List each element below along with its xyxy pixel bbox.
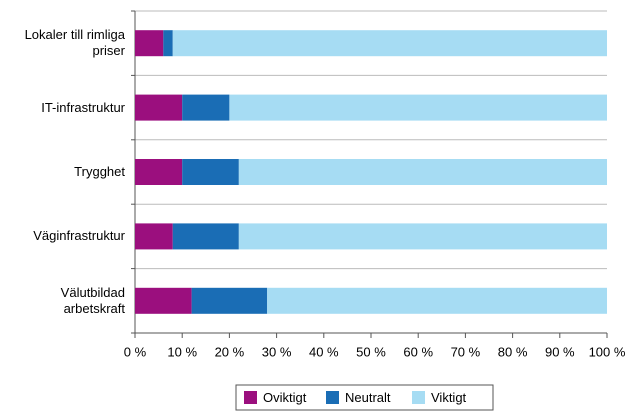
bar-segment (135, 30, 164, 57)
legend-box (235, 384, 494, 411)
bar-segment (135, 223, 173, 250)
x-tick-label: 90 % (545, 344, 575, 359)
bar-segment (163, 30, 173, 57)
bar-segment (172, 30, 607, 57)
y-tick-label: Väginfrastruktur (33, 228, 125, 244)
bar-segment (172, 223, 239, 250)
x-tick-label: 10 % (167, 344, 197, 359)
legend-label: Viktigt (431, 390, 467, 405)
x-tick-label: 60 % (403, 344, 433, 359)
legend-label: Oviktigt (263, 390, 307, 405)
x-tick-label: 20 % (215, 344, 245, 359)
bar-segment (182, 94, 230, 121)
x-tick-label: 80 % (498, 344, 528, 359)
bar-segment (229, 94, 607, 121)
y-tick-label: Trygghet (74, 164, 125, 179)
bar-segment (135, 287, 192, 314)
bar-segment (238, 223, 607, 250)
legend-swatch (244, 391, 257, 404)
bar-segment (267, 287, 607, 314)
x-tick-label: 40 % (309, 344, 339, 359)
x-tick-label: 50 % (356, 344, 386, 359)
legend-swatch (412, 391, 425, 404)
x-tick-label: 70 % (451, 344, 481, 359)
bar-segment (182, 159, 239, 185)
bar-segment (238, 159, 607, 185)
legend-swatch (326, 391, 339, 404)
y-tick-label: Lokaler till rimliga priser (24, 27, 125, 59)
x-tick-label: 0 % (124, 344, 147, 359)
y-tick-label: Välutbildad arbetskraft (60, 284, 125, 316)
y-tick-label: IT-infrastruktur (41, 99, 125, 115)
bar-segment (191, 287, 268, 314)
bar-segment (135, 159, 183, 185)
legend-label: Neutralt (345, 390, 391, 405)
x-tick-label: 100 % (589, 344, 626, 359)
x-tick-label: 30 % (262, 344, 292, 359)
bar-segment (135, 94, 183, 121)
